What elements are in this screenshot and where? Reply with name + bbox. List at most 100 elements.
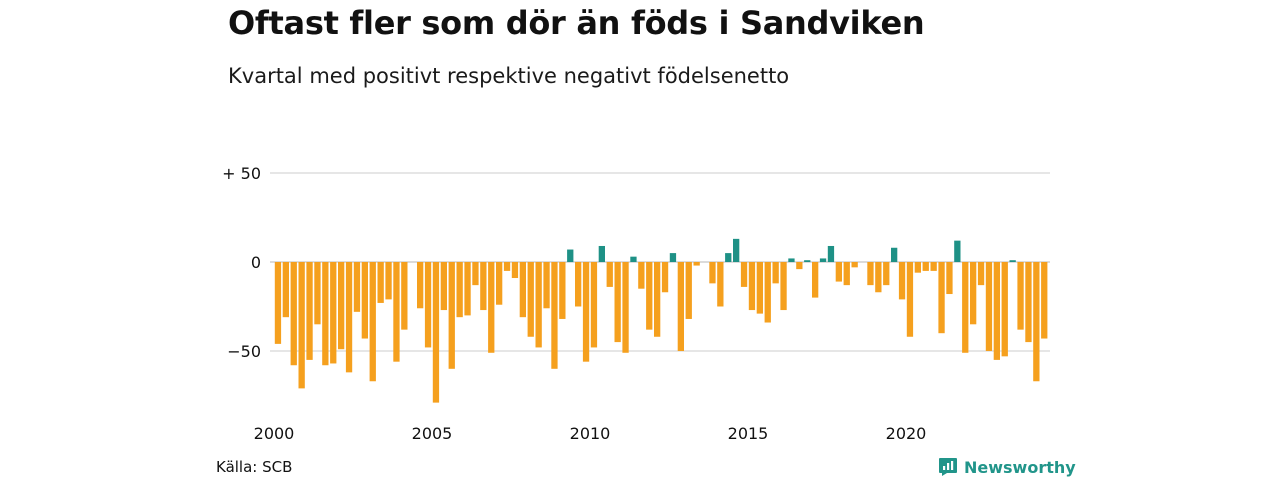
bar-2003Q4 — [393, 262, 400, 362]
bar-2023Q3 — [1017, 262, 1024, 330]
bar-2010Q3 — [606, 262, 613, 287]
bar-2007Q2 — [503, 262, 511, 271]
bar-2000Q1 — [274, 262, 282, 344]
bar-2020Q3 — [922, 262, 929, 271]
bar-2021Q3 — [954, 240, 961, 262]
bar-2002Q1 — [338, 262, 345, 350]
bar-2016Q1 — [780, 262, 787, 311]
bar-2000Q4 — [298, 262, 305, 389]
y-tick-label: −50 — [227, 342, 261, 361]
bar-2002Q4 — [361, 262, 368, 339]
bar-2022Q3 — [985, 262, 993, 351]
bar-2011Q4 — [646, 262, 653, 330]
bar-2011Q3 — [638, 262, 645, 289]
bar-2007Q1 — [496, 262, 503, 305]
x-axis-labels: 2000 2005 2010 2015 2020 — [254, 424, 927, 443]
bar-2024Q1 — [1033, 262, 1040, 382]
bar-2014Q2 — [725, 253, 732, 262]
bar-2023Q1 — [1001, 262, 1008, 357]
bar-2008Q3 — [543, 262, 550, 309]
y-tick-label: 0 — [251, 253, 261, 272]
bar-2002Q3 — [353, 262, 361, 312]
source-note: Källa: SCB — [216, 458, 293, 476]
bar-2008Q2 — [535, 262, 542, 348]
bar-2008Q4 — [551, 262, 558, 369]
bars — [274, 238, 1048, 403]
bar-2005Q4 — [456, 262, 463, 318]
bar-2014Q4 — [740, 262, 748, 287]
bar-2014Q1 — [717, 262, 724, 307]
bar-2019Q4 — [898, 262, 906, 300]
bar-2021Q2 — [946, 262, 953, 295]
bar-2012Q2 — [661, 262, 669, 293]
bar-2005Q2 — [440, 262, 447, 311]
bar-2021Q1 — [938, 262, 945, 334]
bar-2003Q2 — [377, 262, 384, 303]
chart-title: Oftast fler som dör än föds i Sandviken — [228, 4, 925, 42]
chart-subtitle: Kvartal med positivt respektive negativt… — [228, 64, 790, 88]
bar-2006Q1 — [464, 262, 471, 316]
bar-2011Q2 — [630, 256, 637, 262]
bar-2019Q2 — [883, 262, 890, 286]
bar-2009Q4 — [582, 262, 590, 362]
bar-2015Q4 — [772, 262, 779, 284]
bar-2010Q2 — [598, 245, 605, 262]
bar-2014Q3 — [733, 238, 740, 262]
bar-2001Q2 — [314, 262, 321, 325]
bar-2017Q3 — [827, 245, 835, 262]
bar-2012Q1 — [654, 262, 661, 337]
bar-2001Q1 — [306, 262, 313, 360]
bar-2003Q3 — [385, 262, 392, 300]
bar-2020Q1 — [906, 262, 914, 337]
bar-2001Q3 — [322, 262, 329, 366]
brand-name: Newsworthy — [964, 457, 1076, 477]
bar-2017Q4 — [835, 262, 842, 282]
bar-2019Q3 — [891, 247, 898, 262]
bar-2013Q2 — [693, 262, 700, 266]
bar-2010Q4 — [614, 262, 621, 343]
bar-2020Q2 — [914, 262, 921, 273]
x-tick-label: 2015 — [728, 424, 769, 443]
bar-2024Q2 — [1041, 262, 1048, 339]
bar-2004Q3 — [417, 262, 424, 309]
bar-2016Q4 — [804, 260, 811, 262]
bar-2000Q2 — [282, 262, 289, 318]
bar-2012Q4 — [677, 262, 684, 351]
bar-2018Q1 — [843, 262, 850, 286]
y-axis-labels: + 50 0 −50 — [222, 164, 261, 361]
bar-2005Q1 — [432, 262, 440, 403]
bar-2019Q1 — [875, 262, 882, 293]
bar-2009Q2 — [567, 249, 574, 262]
bar-2022Q4 — [993, 262, 1000, 360]
y-tick-label: + 50 — [222, 164, 261, 183]
bar-2020Q4 — [930, 262, 937, 271]
bar-2016Q2 — [788, 258, 795, 262]
bar-2017Q1 — [812, 262, 819, 298]
bar-2017Q2 — [819, 258, 827, 262]
x-tick-label: 2005 — [412, 424, 453, 443]
bar-2021Q4 — [962, 262, 969, 353]
bar-2013Q4 — [709, 262, 716, 284]
brand-logo: Newsworthy — [938, 457, 1076, 477]
bar-2009Q1 — [559, 262, 566, 319]
bar-2005Q3 — [448, 262, 455, 369]
bar-2011Q1 — [622, 262, 629, 353]
bar-2015Q2 — [756, 262, 763, 314]
bar-2001Q4 — [330, 262, 337, 364]
bar-2006Q2 — [472, 262, 479, 286]
bar-2006Q3 — [480, 262, 487, 311]
bar-2000Q3 — [290, 262, 297, 366]
bar-2008Q1 — [527, 262, 534, 337]
bar-2022Q2 — [977, 262, 985, 286]
bar-2013Q1 — [685, 262, 692, 319]
bar-2004Q1 — [401, 262, 408, 330]
bar-2006Q4 — [488, 262, 495, 353]
bar-2004Q4 — [424, 262, 432, 348]
bar-2003Q1 — [369, 262, 376, 382]
bar-2023Q4 — [1025, 262, 1032, 343]
bar-2023Q2 — [1009, 260, 1016, 262]
bar-2018Q4 — [867, 262, 874, 286]
bar-2007Q4 — [519, 262, 526, 318]
bar-2015Q1 — [748, 262, 756, 311]
